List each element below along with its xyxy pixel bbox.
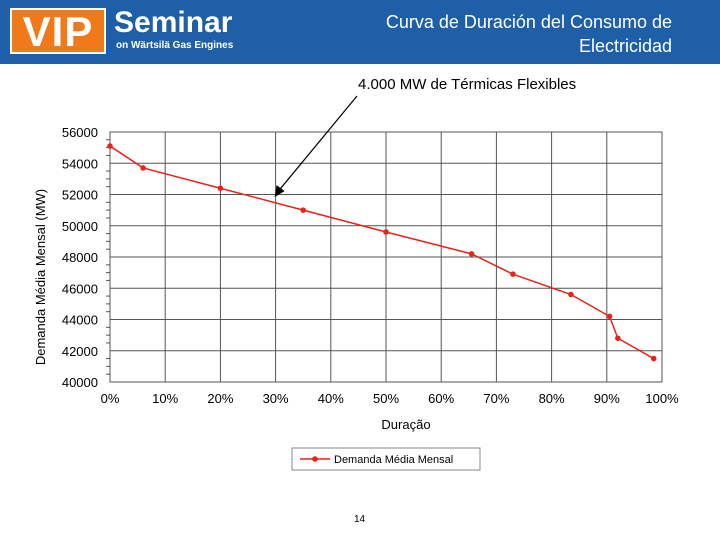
annotation-arrow [277, 95, 358, 193]
data-point [107, 143, 113, 149]
y-tick-label: 40000 [62, 375, 98, 390]
logo-seminar-text: Seminar [114, 6, 233, 39]
y-tick-label: 50000 [62, 219, 98, 234]
y-axis-label: Demanda Média Mensal (MW) [33, 189, 48, 365]
x-tick-label: 10% [152, 391, 178, 406]
page-number: 14 [354, 514, 366, 525]
data-point [217, 185, 224, 192]
x-tick-label: 90% [594, 391, 620, 406]
x-tick-label: 60% [428, 391, 454, 406]
data-point [383, 229, 389, 235]
x-tick-label: 70% [483, 391, 509, 406]
data-point [510, 271, 516, 277]
x-tick-label: 50% [373, 391, 399, 406]
y-tick-label: 48000 [62, 250, 98, 265]
y-tick-label: 56000 [62, 125, 98, 140]
x-tick-label: 30% [263, 391, 289, 406]
data-point [615, 335, 621, 342]
data-point [300, 207, 307, 213]
legend-marker [312, 456, 318, 462]
x-tick-label: 0% [101, 391, 120, 406]
logo-vip-text: VIP [22, 8, 94, 55]
data-point [606, 313, 613, 320]
legend-label: Demanda Média Mensal [334, 454, 453, 466]
vip-logo: VIP [10, 8, 106, 55]
header-banner: VIP Seminar on Wärtsilä Gas Engines Curv… [0, 0, 720, 64]
x-tick-label: 100% [645, 391, 679, 406]
x-axis-label: Duração [381, 417, 430, 432]
data-point [568, 291, 574, 298]
y-tick-label: 46000 [62, 281, 98, 296]
slide-title: Curva de Duración del Consumo de Electri… [385, 12, 672, 56]
data-point [468, 251, 475, 257]
y-tick-label: 42000 [62, 344, 98, 359]
y-tick-label: 52000 [62, 188, 98, 203]
x-tick-label: 20% [207, 391, 233, 406]
legend-box [291, 447, 481, 471]
data-point [140, 165, 146, 171]
data-point [650, 355, 657, 362]
annotation-arrowhead [274, 185, 285, 198]
x-tick-label: 40% [318, 391, 344, 406]
y-tick-label: 44000 [62, 313, 98, 328]
logo-subtitle: on Wärtsilä Gas Engines [116, 40, 234, 51]
y-tick-label: 54000 [62, 156, 98, 171]
annotation-label: 4.000 MW de Térmicas Flexibles [358, 76, 577, 93]
x-tick-label: 80% [539, 391, 565, 406]
